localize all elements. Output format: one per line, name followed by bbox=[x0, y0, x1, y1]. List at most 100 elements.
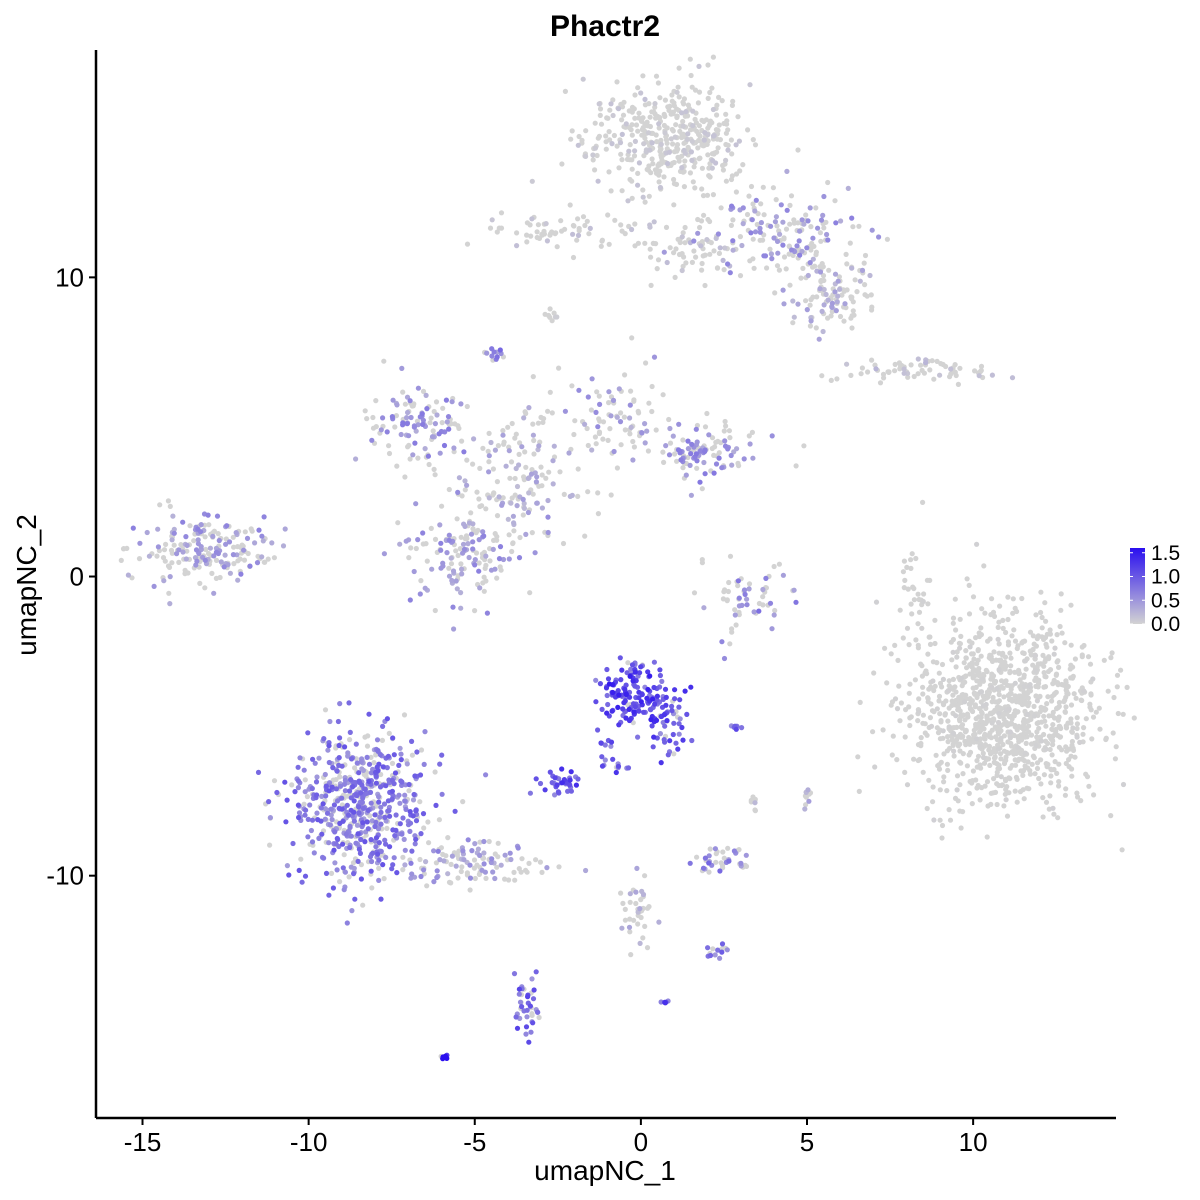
cell-point bbox=[167, 503, 173, 509]
cell-point bbox=[464, 870, 470, 876]
cell-point bbox=[960, 771, 966, 777]
cell-point bbox=[943, 363, 949, 370]
cell-point bbox=[597, 106, 604, 112]
cell-point bbox=[351, 871, 357, 877]
cell-point bbox=[717, 955, 723, 961]
cell-point bbox=[620, 900, 626, 907]
cell-point bbox=[446, 537, 452, 543]
cell-point bbox=[677, 128, 683, 134]
cell-point bbox=[991, 649, 997, 655]
cell-point bbox=[633, 900, 639, 907]
cell-point bbox=[1083, 771, 1089, 777]
cell-point bbox=[715, 231, 722, 237]
cell-point bbox=[381, 876, 387, 882]
cell-point bbox=[993, 699, 999, 705]
cell-point bbox=[1003, 629, 1009, 636]
cell-point bbox=[410, 797, 417, 803]
cell-point bbox=[407, 456, 413, 462]
cell-point bbox=[550, 481, 556, 487]
cell-point bbox=[542, 311, 548, 317]
cell-point bbox=[994, 801, 1000, 808]
cell-point bbox=[670, 731, 676, 738]
cell-point bbox=[1007, 735, 1014, 741]
cell-point bbox=[658, 760, 664, 766]
cell-point bbox=[956, 640, 963, 646]
cell-point bbox=[333, 841, 339, 847]
cell-point bbox=[692, 185, 698, 191]
cell-point bbox=[483, 562, 489, 569]
cell-point bbox=[835, 293, 841, 299]
cell-point bbox=[973, 684, 979, 691]
cell-point bbox=[490, 869, 496, 875]
cell-point bbox=[292, 789, 298, 795]
cell-point bbox=[963, 655, 969, 661]
cell-point bbox=[627, 929, 633, 935]
cell-point bbox=[144, 529, 150, 536]
cell-point bbox=[375, 747, 381, 754]
cell-point bbox=[1001, 803, 1007, 809]
cell-point bbox=[1038, 781, 1044, 787]
cell-point bbox=[996, 762, 1002, 768]
cell-point bbox=[290, 840, 296, 847]
cell-point bbox=[1054, 632, 1060, 638]
cell-point bbox=[976, 665, 982, 672]
cell-point bbox=[1050, 805, 1056, 811]
cell-point bbox=[898, 700, 905, 706]
cell-point bbox=[638, 699, 644, 705]
cell-point bbox=[911, 756, 917, 762]
cell-point bbox=[565, 788, 571, 794]
cell-point bbox=[1017, 677, 1023, 683]
cell-point bbox=[595, 424, 601, 430]
cell-point bbox=[456, 475, 462, 481]
cell-point bbox=[705, 152, 711, 158]
cell-point bbox=[967, 644, 973, 650]
cell-point bbox=[644, 428, 650, 434]
cell-point bbox=[728, 452, 734, 459]
cell-point bbox=[457, 546, 463, 552]
x-tick-label: 0 bbox=[634, 1127, 648, 1157]
cell-point bbox=[446, 426, 452, 432]
cell-point bbox=[302, 812, 308, 818]
cell-point bbox=[711, 151, 717, 157]
cell-point bbox=[552, 792, 558, 798]
cell-point bbox=[1045, 740, 1051, 747]
cell-point bbox=[435, 848, 441, 854]
cell-point bbox=[593, 409, 599, 415]
cell-point bbox=[380, 415, 386, 421]
cell-point bbox=[652, 104, 658, 110]
cell-point bbox=[607, 426, 613, 432]
cell-point bbox=[371, 760, 377, 766]
cell-point bbox=[631, 444, 638, 450]
cell-point bbox=[619, 117, 625, 123]
cell-point bbox=[1034, 765, 1041, 772]
cell-point bbox=[616, 722, 622, 728]
cell-point bbox=[828, 377, 834, 383]
cell-point bbox=[527, 590, 533, 596]
cell-point bbox=[1041, 713, 1047, 719]
cell-point bbox=[995, 624, 1001, 631]
cell-point bbox=[655, 80, 662, 86]
cell-point bbox=[721, 855, 727, 861]
cell-point bbox=[681, 184, 688, 190]
cell-point bbox=[375, 851, 381, 857]
cell-point bbox=[471, 436, 477, 442]
cell-point bbox=[513, 431, 519, 437]
cell-point bbox=[982, 742, 989, 748]
cell-point bbox=[912, 677, 919, 683]
cell-point bbox=[467, 875, 474, 881]
cell-point bbox=[958, 675, 965, 682]
cell-point bbox=[904, 564, 910, 571]
cell-point bbox=[720, 257, 726, 263]
cell-point bbox=[1038, 589, 1044, 595]
cell-point bbox=[508, 500, 514, 506]
cell-point bbox=[648, 717, 654, 723]
cell-point bbox=[215, 531, 221, 537]
cell-point bbox=[334, 867, 340, 873]
cell-point bbox=[1010, 610, 1016, 616]
cell-point bbox=[438, 540, 444, 546]
cell-point bbox=[608, 739, 615, 745]
cell-point bbox=[562, 88, 569, 94]
cell-point bbox=[996, 692, 1002, 698]
cell-point bbox=[1004, 813, 1011, 819]
